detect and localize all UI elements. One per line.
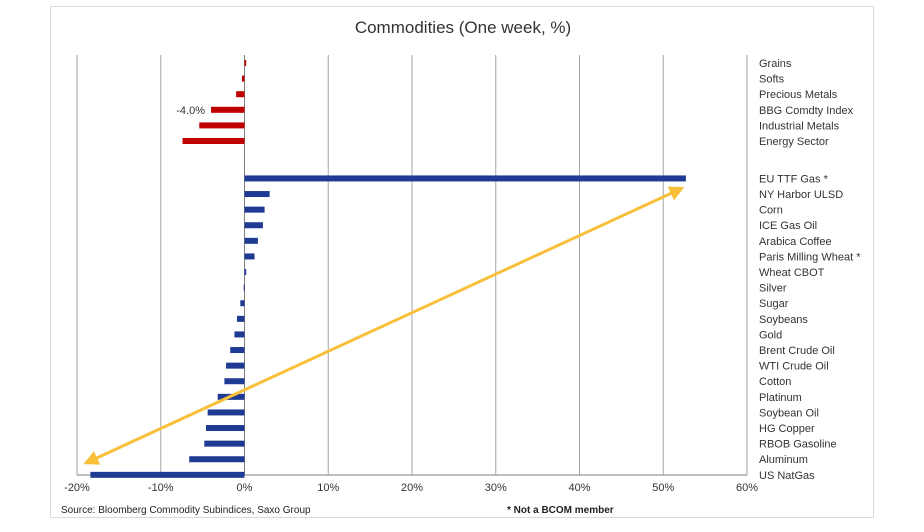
data-label: -4.0%	[176, 105, 205, 117]
chart-frame: Commodities (One week, %) -20% -10% 0% 10% 2…	[50, 6, 874, 518]
category-label: Cotton	[759, 376, 791, 388]
bar	[189, 456, 245, 463]
x-tick-label: 40%	[568, 482, 590, 494]
category-label: HG Copper	[759, 423, 815, 435]
data-labels: -4.0%	[176, 105, 205, 117]
bar	[90, 471, 245, 478]
annotation-arrow	[83, 186, 685, 465]
category-labels: Grains Softs Precious Metals BBG Comdty Ind…	[759, 58, 861, 482]
category-label: ICE Gas Oil	[759, 220, 817, 232]
bar	[211, 106, 245, 113]
category-label: Softs	[759, 74, 785, 86]
category-label: Corn	[759, 205, 783, 217]
category-label: WTI Crude Oil	[759, 361, 829, 373]
x-tick-label: 20%	[401, 482, 423, 494]
category-label: US NatGas	[759, 470, 815, 482]
bar	[205, 425, 245, 432]
commodities-bar-chart: Commodities (One week, %) -20% -10% 0% 10% 2…	[61, 18, 861, 516]
footnote: * Not a BCOM member	[507, 505, 614, 516]
bar	[241, 75, 245, 82]
category-label: BBG Comdty Index	[759, 105, 854, 117]
bar	[226, 362, 245, 369]
category-label: Energy Sector	[759, 136, 829, 148]
bar	[236, 91, 245, 98]
bar	[244, 253, 255, 260]
category-label: Industrial Metals	[759, 120, 840, 132]
annotation-arrows	[83, 186, 685, 465]
category-label: EU TTF Gas *	[759, 173, 829, 185]
bar	[204, 440, 245, 447]
category-label: Aluminum	[759, 454, 808, 466]
bar	[236, 315, 245, 322]
gridlines	[76, 55, 748, 475]
x-tick-label: 30%	[485, 482, 507, 494]
category-label: NY Harbor ULSD	[759, 189, 843, 201]
x-tick-label: 60%	[736, 482, 758, 494]
bar	[244, 206, 265, 213]
bars	[90, 60, 686, 478]
category-label: Wheat CBOT	[759, 267, 825, 279]
category-label: Brent Crude Oil	[759, 345, 835, 357]
category-label: Sugar	[759, 298, 789, 310]
x-tick-label: -20%	[64, 482, 90, 494]
bar	[199, 122, 245, 129]
x-tick-label: -10%	[148, 482, 174, 494]
category-label: Arabica Coffee	[759, 236, 832, 248]
bar	[244, 60, 247, 66]
category-label: Silver	[759, 283, 787, 295]
category-label: RBOB Gasoline	[759, 439, 837, 451]
category-label: Grains	[759, 58, 792, 70]
bar	[243, 284, 245, 291]
category-label: Paris Milling Wheat *	[759, 251, 861, 263]
chart-title: Commodities (One week, %)	[355, 18, 571, 37]
bar	[244, 222, 263, 229]
x-axis: -20% -10% 0% 10% 20% 30% 40% 50% 60%	[64, 474, 758, 494]
bar	[240, 300, 245, 307]
x-tick-label: 0%	[237, 482, 253, 494]
category-label: Platinum	[759, 392, 802, 404]
source-note: Source: Bloomberg Commodity Subindices, …	[61, 505, 311, 516]
category-label: Soybeans	[759, 314, 808, 326]
bar	[244, 269, 247, 276]
x-tick-label: 50%	[652, 482, 674, 494]
bar	[244, 237, 258, 244]
category-label: Precious Metals	[759, 89, 838, 101]
category-label: Soybean Oil	[759, 407, 819, 419]
bar	[182, 138, 245, 144]
bar	[224, 378, 245, 385]
bar	[207, 409, 245, 416]
bar	[230, 347, 245, 354]
bar	[244, 175, 686, 182]
category-label: Gold	[759, 329, 782, 341]
x-tick-label: 10%	[317, 482, 339, 494]
bar	[234, 331, 245, 338]
bar	[244, 191, 270, 198]
